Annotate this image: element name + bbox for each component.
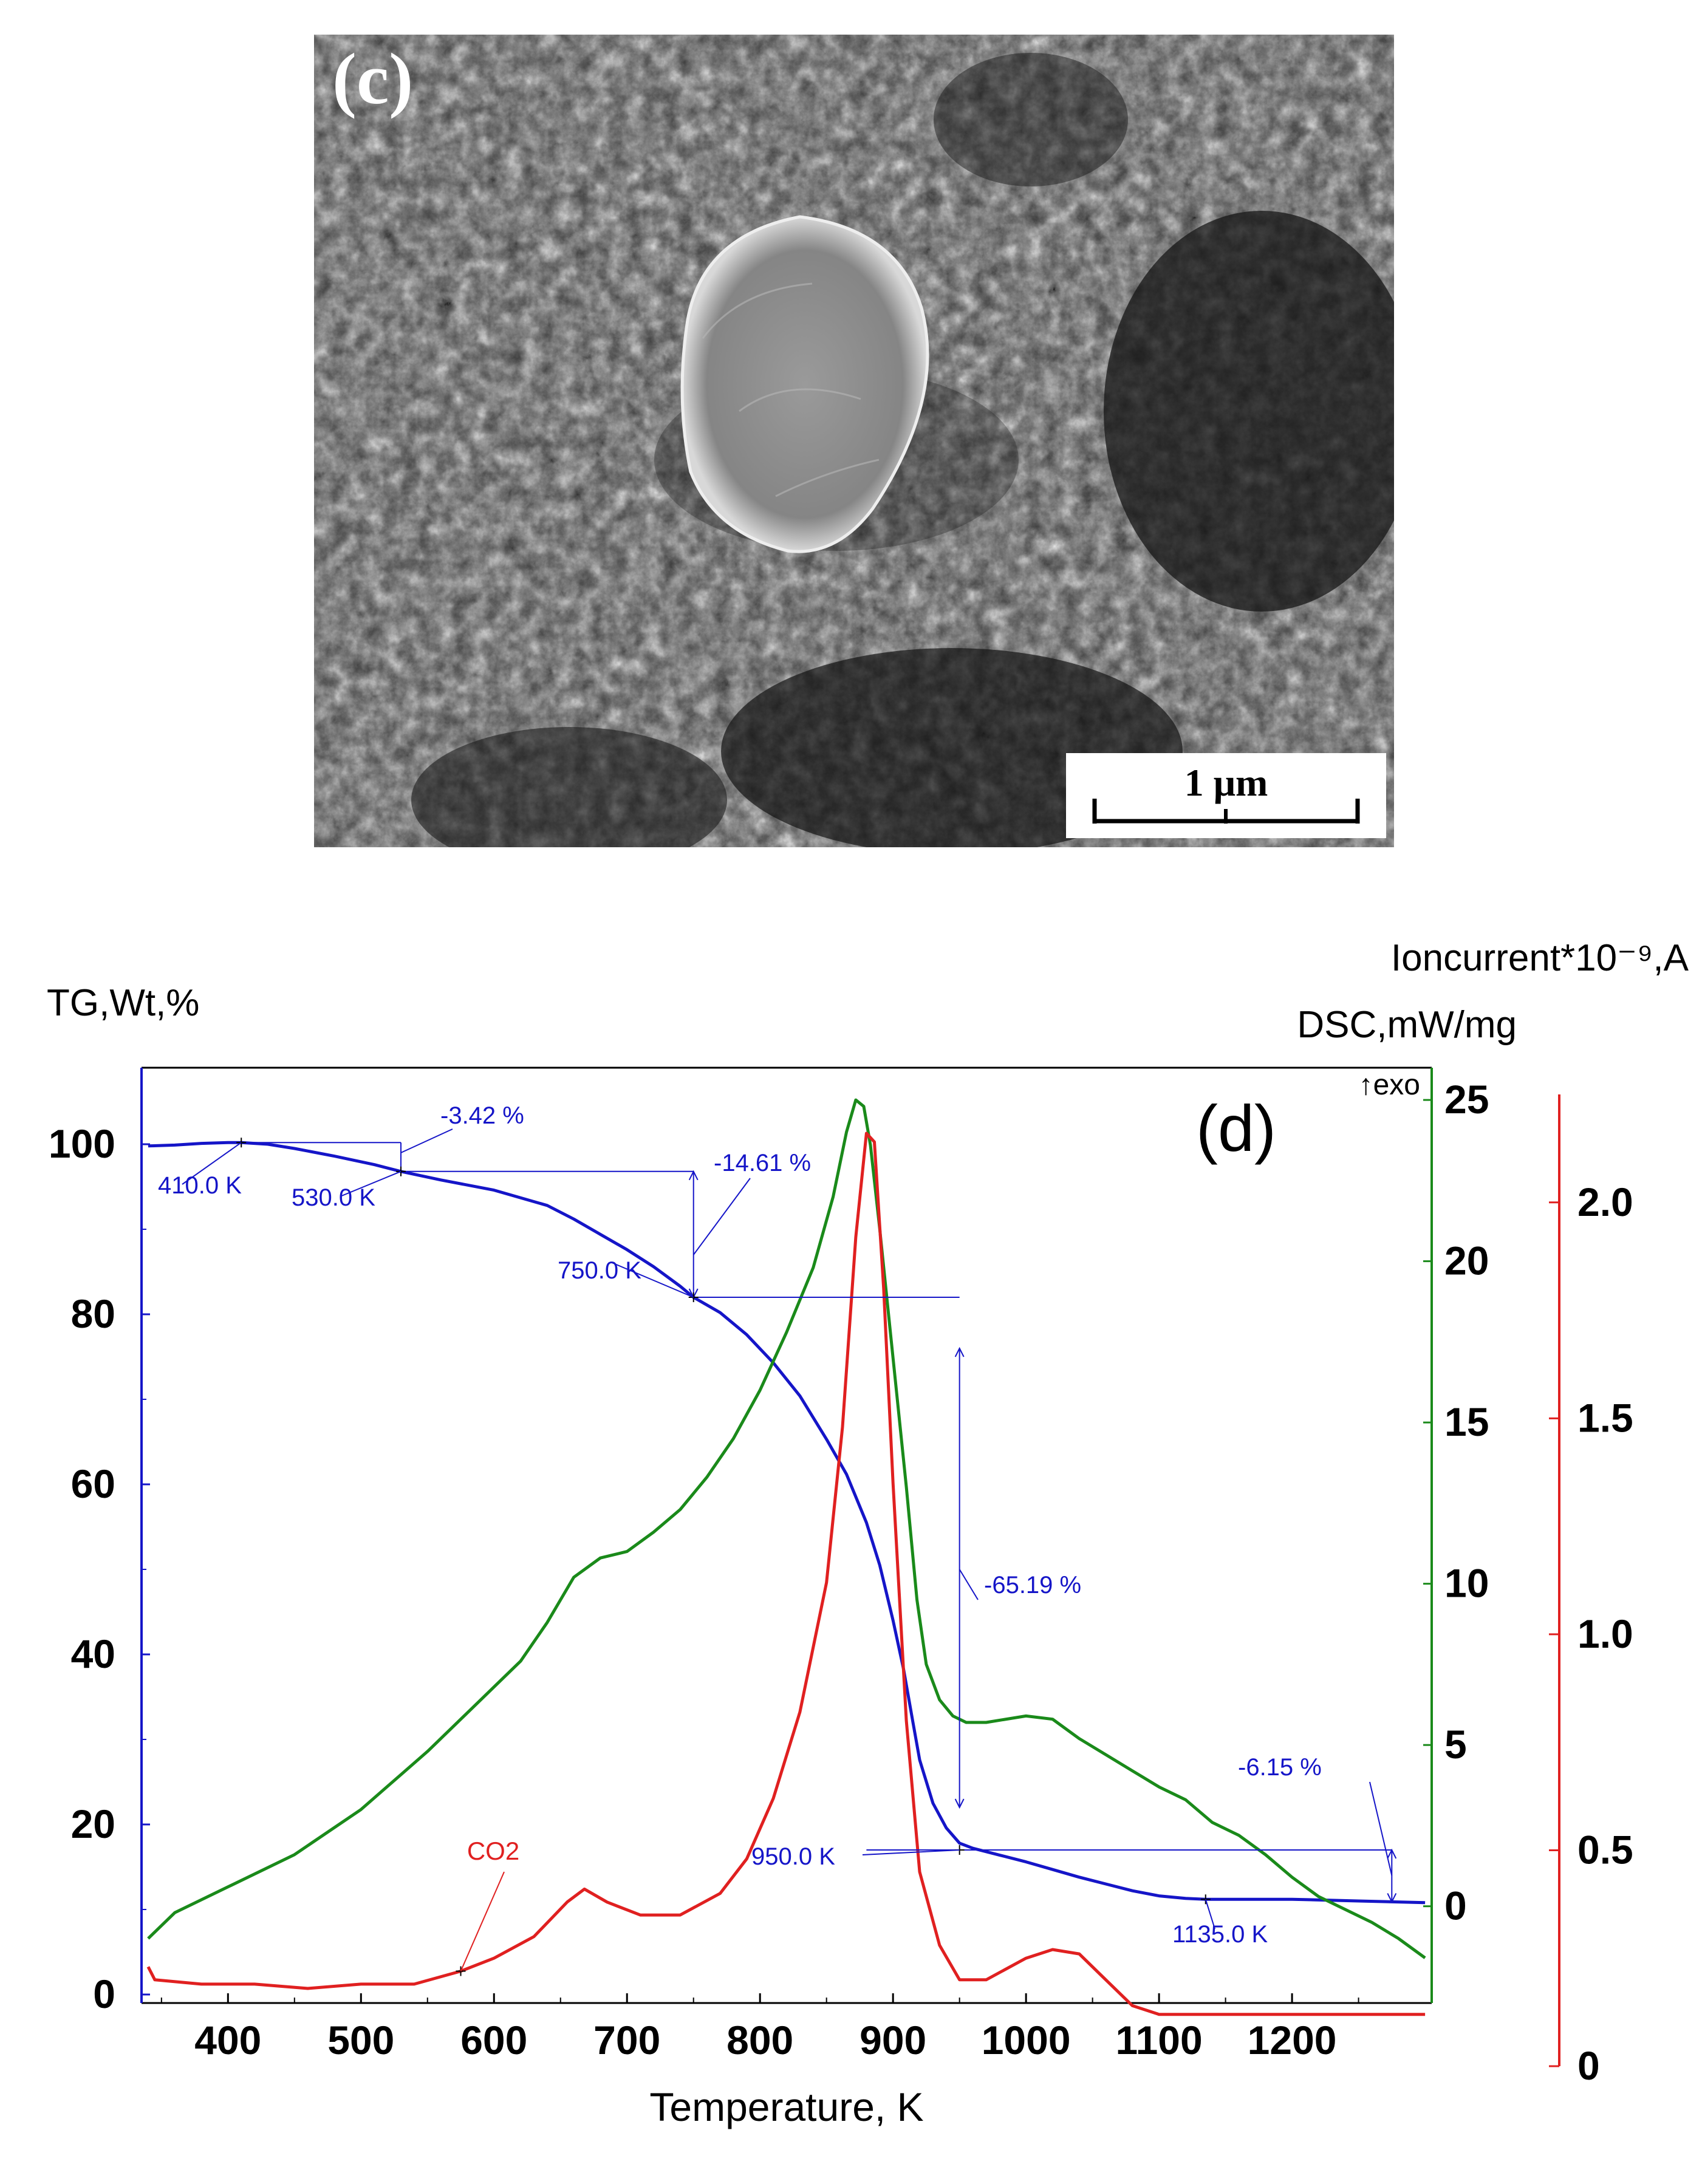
- annotation-label: 410.0 K: [158, 1172, 242, 1199]
- onset-marker: [236, 1138, 247, 1148]
- tg-tick-label: 20: [71, 1801, 115, 1846]
- sem-image: [314, 35, 1394, 847]
- scale-bar-label: 1 μm: [1184, 761, 1268, 804]
- annotation-label: 530.0 K: [292, 1184, 375, 1211]
- onset-marker: [395, 1166, 406, 1176]
- co2-leader: [460, 1871, 505, 1971]
- x-tick-label: 800: [726, 2018, 793, 2063]
- dsc-tick-label: 10: [1444, 1561, 1489, 1606]
- annotation-leader: [692, 1178, 751, 1255]
- annotation-leader: [1369, 1781, 1393, 1876]
- dsc-tick-label: 0: [1444, 1883, 1467, 1928]
- annotation-leader: [959, 1569, 979, 1600]
- co2-series-label: CO2: [467, 1837, 519, 1865]
- dsc-axis-title: DSC,mW/mg: [1297, 1004, 1517, 1046]
- step4-arrow-head: [1387, 1892, 1397, 1903]
- tg-tick-label: 60: [71, 1461, 115, 1506]
- x-axis-title: Temperature, K: [649, 2084, 923, 2129]
- tg-dsc-ms-chart: 400 500 600 700 800 900 1000 1100 12000204060801…: [47, 937, 1689, 2129]
- step3-arrow-tail: [954, 1346, 965, 1357]
- tg-axis-title: TG,Wt,%: [47, 982, 199, 1024]
- annotation-label: 750.0 K: [558, 1257, 641, 1284]
- annotation-label: -65.19 %: [984, 1572, 1081, 1599]
- step2-arrow-tail: [688, 1170, 699, 1181]
- dsc-tick-label: 20: [1444, 1238, 1489, 1283]
- annotation-leader: [862, 1849, 960, 1855]
- ion-tick-label: 0: [1577, 2043, 1600, 2088]
- x-tick-label: 1000: [982, 2018, 1071, 2063]
- exo-indicator: ↑exo: [1359, 1069, 1420, 1101]
- ion-axis-title: Ioncurrent*10⁻⁹,A: [1391, 937, 1689, 979]
- annotation-leader: [340, 1170, 402, 1197]
- dsc-tick-label: 15: [1444, 1399, 1489, 1444]
- tg-tick-label: 40: [71, 1631, 115, 1676]
- tg-curve: [148, 1141, 1426, 1905]
- x-tick-label: 600: [460, 2018, 527, 2063]
- ion-tick-label: 2.0: [1577, 1179, 1633, 1224]
- panel-label-c: (c): [332, 38, 414, 119]
- scale-bar-line: [1092, 799, 1360, 824]
- annotation-label: -14.61 %: [714, 1150, 811, 1176]
- annotation-label: 950.0 K: [751, 1843, 835, 1870]
- annotation-leader: [610, 1261, 694, 1298]
- step3-arrow-head: [954, 1798, 965, 1809]
- annotation-label: -6.15 %: [1238, 1754, 1322, 1781]
- panel-label-d: (d): [1196, 1091, 1276, 1165]
- x-tick-label: 1200: [1248, 2018, 1337, 2063]
- sem-micrograph: (c) 1 μm: [314, 35, 1394, 847]
- dsc-tick-label: 5: [1444, 1722, 1467, 1767]
- tg-tick-label: 0: [93, 1971, 115, 2016]
- dsc-tick-label: 25: [1444, 1077, 1489, 1122]
- tg-tick-label: 100: [49, 1121, 115, 1166]
- annotation-label: -3.42 %: [440, 1102, 524, 1129]
- annotation-leader: [182, 1142, 242, 1185]
- onset-marker: [1200, 1894, 1211, 1905]
- annotation-leader: [1205, 1899, 1215, 1930]
- annotation-label: 1135.0 K: [1172, 1921, 1268, 1948]
- co2-curve: [146, 1131, 1426, 2016]
- scale-bar: 1 μm: [1066, 753, 1386, 838]
- dsc-curve: [147, 1098, 1426, 1959]
- x-tick-label: 900: [860, 2018, 926, 2063]
- ion-tick-label: 1.5: [1577, 1395, 1633, 1440]
- x-tick-label: 1100: [1116, 2018, 1203, 2063]
- ion-tick-label: 0.5: [1577, 1827, 1633, 1872]
- tg-tick-label: 80: [71, 1291, 115, 1336]
- x-tick-label: 500: [327, 2018, 394, 2063]
- ion-tick-label: 1.0: [1577, 1611, 1633, 1656]
- x-tick-label: 400: [194, 2018, 261, 2063]
- x-tick-label: 700: [593, 2018, 660, 2063]
- annotation-leader: [400, 1128, 453, 1153]
- step4-arrow-tail: [1387, 1848, 1397, 1859]
- co2-marker: [456, 1966, 466, 1976]
